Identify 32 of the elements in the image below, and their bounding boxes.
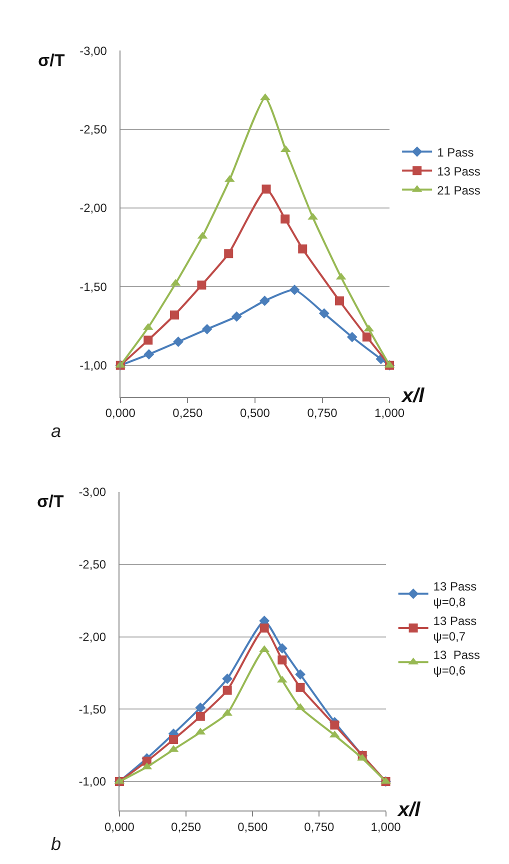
x-tick-label: 0,500 — [240, 406, 270, 420]
x-tick-label: 0,750 — [307, 406, 338, 420]
legend-label: 1 Pass — [437, 145, 474, 160]
x-tick-label: 0,500 — [238, 820, 268, 834]
y-axis-title: σ/T — [38, 51, 66, 70]
x-tick-label: 1,000 — [374, 406, 405, 420]
text: a — [51, 421, 62, 441]
legend-label: 13 Pass ψ=0,8 — [433, 580, 477, 610]
y-axis-title: σ/T — [37, 492, 64, 511]
y-tick-label: -3,00 — [80, 44, 108, 58]
legend-label: 13 Pass ψ=0,6 — [433, 648, 480, 678]
y-tick-label: -2,50 — [80, 122, 108, 137]
x-tick-label: 0,000 — [105, 406, 136, 420]
y-tick-label: -1,50 — [80, 280, 108, 294]
x-axis-title: x/l — [397, 799, 421, 821]
text: b — [51, 834, 62, 854]
y-tick-label: -2,00 — [80, 201, 108, 216]
x-tick-label: 0,000 — [104, 820, 135, 834]
y-tick-label: -1,00 — [80, 358, 108, 373]
x-tick-label: 1,000 — [370, 820, 402, 834]
y-tick-label: -2,50 — [78, 558, 106, 572]
x-tick-label: 0,750 — [304, 820, 335, 834]
legend-label: 13 Pass — [437, 164, 480, 178]
x-axis-title: x/l — [401, 385, 425, 407]
y-tick-label: -3,00 — [78, 485, 106, 500]
x-tick-label: 0,250 — [172, 406, 204, 420]
legend-label: 21 Pass — [437, 183, 480, 198]
y-tick-label: -1,00 — [78, 774, 106, 789]
x-tick-label: 0,250 — [171, 820, 202, 834]
legend-label: 13 Pass ψ=0,7 — [433, 614, 477, 644]
y-tick-label: -1,50 — [78, 702, 106, 716]
y-tick-label: -2,00 — [78, 630, 106, 644]
